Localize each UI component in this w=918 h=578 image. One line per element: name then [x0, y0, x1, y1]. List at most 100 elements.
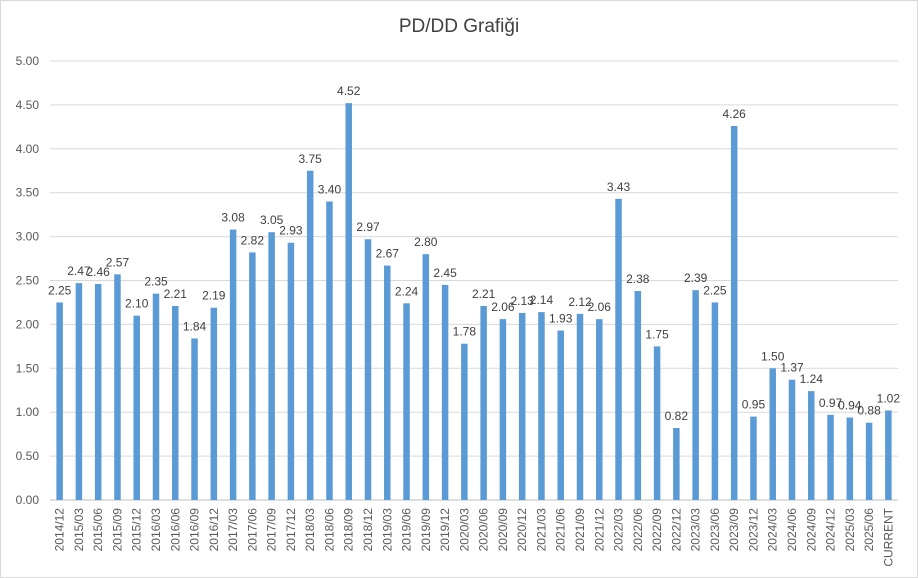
y-tick-label: 0.50 [16, 449, 40, 463]
bar [345, 103, 352, 501]
bar [769, 368, 776, 500]
bar [885, 410, 892, 500]
data-label: 1.50 [761, 349, 785, 363]
x-tick-label: 2020/09 [496, 508, 510, 552]
x-tick-label: 2022/09 [650, 508, 664, 552]
data-labels: 2.252.472.462.572.102.352.211.842.193.08… [48, 84, 900, 423]
data-label: 0.95 [742, 398, 766, 412]
y-tick-label: 3.00 [16, 230, 40, 244]
data-label: 4.52 [337, 84, 361, 98]
bar [673, 428, 680, 500]
x-tick-label: 2021/09 [573, 508, 587, 552]
data-label: 2.80 [414, 235, 438, 249]
x-tick-label: 2022/12 [669, 508, 683, 552]
y-tick-label: 2.00 [16, 317, 40, 331]
data-label: 1.84 [183, 319, 207, 333]
x-tick-label: 2020/06 [477, 508, 491, 552]
bar [75, 283, 83, 500]
x-tick-label: 2017/12 [284, 508, 298, 552]
data-label: 2.25 [48, 283, 72, 297]
data-label: 2.93 [279, 224, 303, 238]
data-label: 2.39 [684, 271, 708, 285]
bar [538, 312, 545, 500]
data-label: 2.10 [125, 297, 149, 311]
y-tick-label: 2.50 [16, 274, 40, 288]
y-tick-label: 5.00 [16, 54, 40, 68]
x-tick-label: 2021/06 [554, 508, 568, 552]
data-label: 2.97 [356, 220, 380, 234]
data-label: 2.38 [626, 272, 650, 286]
bar [384, 265, 391, 500]
x-tick-label: 2023/03 [689, 508, 703, 552]
x-tick-label: 2014/12 [53, 508, 67, 552]
x-tick-label: 2017/09 [265, 508, 279, 552]
x-tick-label: 2015/03 [72, 508, 86, 552]
gridlines [50, 60, 898, 501]
data-label: 3.43 [607, 180, 631, 194]
data-label: 0.88 [857, 404, 881, 418]
y-tick-label: 3.50 [16, 186, 40, 200]
data-label: 2.21 [164, 287, 188, 301]
bar [403, 303, 410, 500]
data-label: 1.93 [549, 312, 573, 326]
x-tick-label: 2021/03 [534, 508, 548, 552]
x-tick-label: 2016/12 [207, 508, 221, 552]
bar [692, 290, 699, 500]
data-label: 0.97 [819, 396, 843, 410]
data-label: 2.82 [241, 233, 265, 247]
x-tick-label: 2015/09 [110, 508, 124, 552]
bar [56, 302, 63, 500]
bar [287, 242, 295, 500]
x-tick-label: 2023/12 [746, 508, 760, 552]
y-tick-label: 1.50 [16, 361, 40, 375]
data-label: 1.02 [877, 391, 901, 405]
bar [229, 229, 237, 501]
data-label: 1.24 [800, 372, 824, 386]
data-label: 2.45 [433, 266, 457, 280]
bar [711, 302, 719, 500]
bars [56, 103, 892, 501]
data-label: 0.82 [665, 409, 689, 423]
data-label: 1.78 [453, 325, 477, 339]
bar [653, 346, 661, 500]
x-tick-label: 2018/06 [322, 508, 336, 552]
x-tick-label: 2022/03 [612, 508, 626, 552]
bar [249, 252, 256, 500]
bar [576, 313, 584, 500]
bar [133, 315, 140, 500]
bar [94, 284, 102, 500]
data-label: 3.40 [318, 182, 342, 196]
data-label: 2.21 [472, 287, 496, 301]
data-label: 2.19 [202, 289, 226, 303]
y-tick-label: 1.00 [16, 405, 40, 419]
x-tick-label: 2025/06 [862, 508, 876, 552]
x-tick-label: 2024/03 [766, 508, 780, 552]
x-tick-label: 2019/09 [419, 508, 433, 552]
bar [827, 414, 834, 500]
x-tick-label: 2024/12 [824, 508, 838, 552]
bar [788, 379, 796, 500]
bar [499, 319, 507, 500]
x-tick-label: 2023/09 [727, 508, 741, 552]
data-label: 1.37 [780, 361, 804, 375]
bar [422, 254, 430, 500]
data-label: 2.47 [67, 264, 91, 278]
bar [152, 293, 160, 500]
x-tick-label: 2019/06 [400, 508, 414, 552]
data-label: 2.25 [703, 283, 727, 297]
x-tick-label: 2016/09 [188, 508, 202, 552]
bar [441, 284, 449, 500]
bar [172, 305, 179, 500]
x-tick-label: 2018/03 [303, 508, 317, 552]
x-tick-label: 2024/09 [804, 508, 818, 552]
bar [326, 201, 333, 501]
x-tick-label: 2017/03 [226, 508, 240, 552]
bar [557, 330, 564, 500]
x-tick-label: 2018/09 [342, 508, 356, 552]
data-label: 2.06 [491, 300, 515, 314]
x-tick-label: 2015/12 [130, 508, 144, 552]
x-tick-label: 2024/06 [785, 508, 799, 552]
x-tick-label: 2017/06 [245, 508, 259, 552]
data-label: 3.05 [260, 213, 284, 227]
data-label: 4.26 [723, 107, 747, 121]
